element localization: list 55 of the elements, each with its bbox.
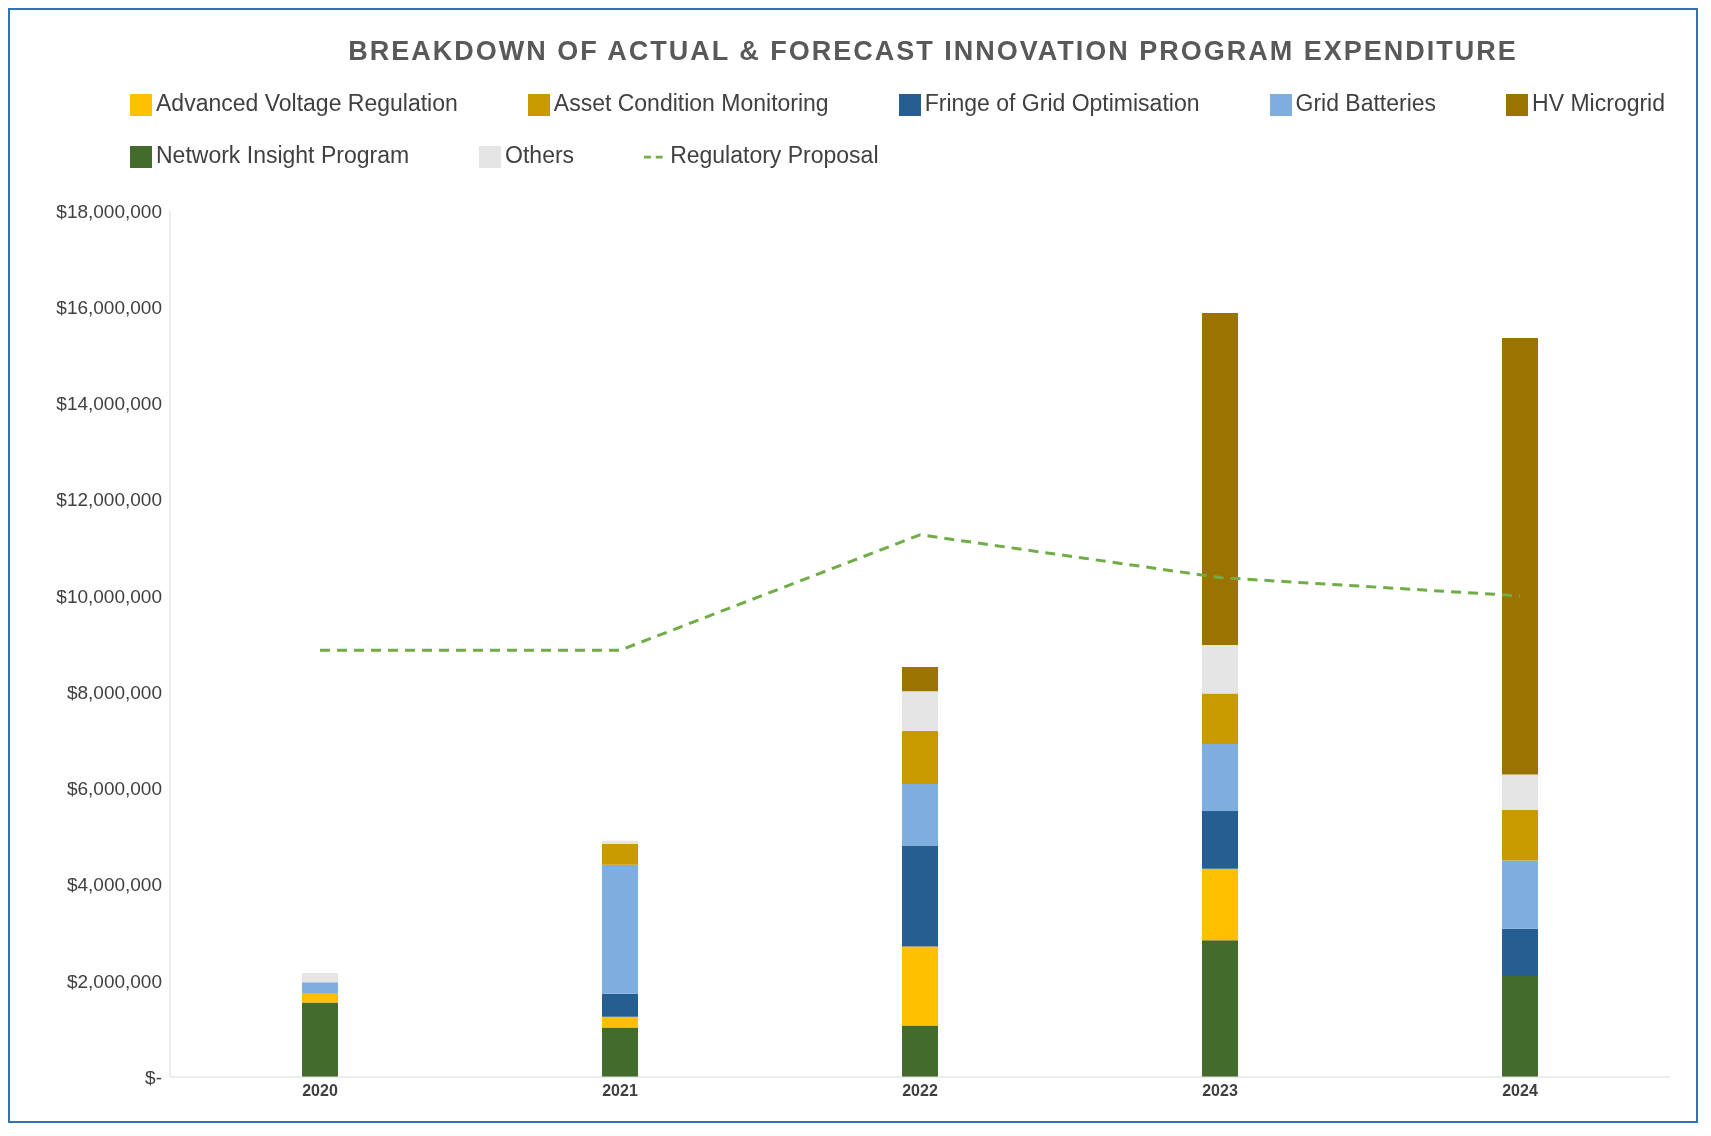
y-tick-label: $-: [145, 1066, 162, 1088]
x-tick-label: 2020: [302, 1082, 338, 1100]
legend-label: Fringe of Grid Optimisation: [924, 90, 1200, 116]
bar: [602, 993, 638, 1017]
bar: [602, 1027, 638, 1077]
y-tick-label: $2,000,000: [66, 970, 162, 992]
bar: [602, 843, 638, 865]
x-tick-label: 2021: [602, 1082, 638, 1100]
x-tick-label: 2022: [902, 1082, 938, 1100]
x-tick-label: 2023: [1202, 1082, 1238, 1100]
y-tick-label: $14,000,000: [56, 393, 162, 415]
bar: [902, 845, 938, 947]
y-tick-label: $8,000,000: [66, 681, 162, 703]
bar: [902, 731, 938, 784]
bar: [602, 1016, 638, 1028]
chart-title: BREAKDOWN OF ACTUAL & FORECAST INNOVATION PROGRAM EXPENDITURE: [347, 36, 1519, 67]
line-series: [318, 533, 1522, 652]
bar: [1202, 940, 1238, 1077]
bar: [902, 1025, 938, 1077]
y-tick-label: $10,000,000: [56, 585, 162, 607]
legend-label: HV Microgrid: [1532, 90, 1666, 116]
bar: [1202, 810, 1238, 869]
x-tick-label: 2024: [1502, 1082, 1538, 1100]
bar: [602, 864, 638, 994]
legend-label: Others: [505, 142, 575, 168]
bar: [302, 973, 338, 983]
bar: [302, 1002, 338, 1077]
bar: [602, 840, 638, 844]
bar: [1202, 313, 1238, 645]
y-tick-label: $16,000,000: [56, 296, 162, 318]
bar: [902, 667, 938, 692]
bar: [1502, 975, 1538, 1077]
y-tick-label: $18,000,000: [56, 200, 162, 222]
bar: [902, 691, 938, 732]
legend-label: Asset Condition Monitoring: [553, 90, 829, 116]
y-tick-label: $12,000,000: [56, 489, 162, 511]
legend-label: Grid Batteries: [1295, 90, 1437, 116]
bar: [1202, 868, 1238, 941]
bar: [1502, 928, 1538, 976]
bar: [302, 982, 338, 994]
bar: [902, 946, 938, 1026]
bar: [1502, 860, 1538, 929]
bar: [1202, 644, 1238, 694]
bar: [1502, 338, 1538, 775]
bar: [1202, 744, 1238, 811]
bar: [1502, 774, 1538, 810]
legend-label: Advanced Voltage Regulation: [156, 90, 458, 116]
y-tick-label: $4,000,000: [66, 874, 162, 896]
legend-label: Regulatory Proposal: [670, 142, 879, 168]
bar: [302, 993, 338, 1003]
bar: [902, 784, 938, 846]
bar: [1202, 693, 1238, 745]
y-tick-label: $6,000,000: [66, 778, 162, 800]
legend-label: Network Insight Program: [156, 142, 410, 168]
bar: [1502, 809, 1538, 861]
